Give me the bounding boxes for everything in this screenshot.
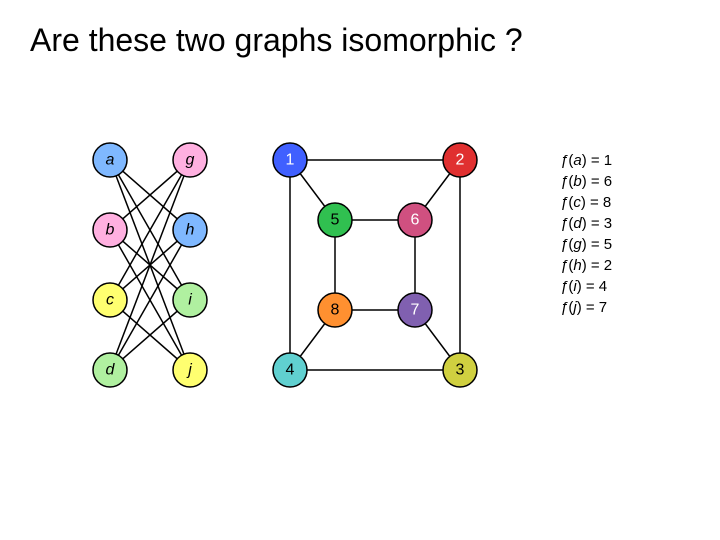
node-label-8: 8 <box>331 302 340 319</box>
mapping-row: ƒ(j) = 7 <box>560 297 612 318</box>
node-label-7: 7 <box>411 302 420 319</box>
node-label-1: 1 <box>286 152 295 169</box>
mapping-row: ƒ(i) = 4 <box>560 276 612 297</box>
node-label-4: 4 <box>286 362 295 379</box>
node-label-b: b <box>106 222 115 239</box>
mapping-list: ƒ(a) = 1ƒ(b) = 6ƒ(c) = 8ƒ(d) = 3ƒ(g) = 5… <box>560 150 612 318</box>
mapping-row: ƒ(c) = 8 <box>560 192 612 213</box>
mapping-row: ƒ(d) = 3 <box>560 213 612 234</box>
mapping-row: ƒ(h) = 2 <box>560 255 612 276</box>
node-label-h: h <box>186 222 195 239</box>
node-label-3: 3 <box>456 362 465 379</box>
mapping-row: ƒ(a) = 1 <box>560 150 612 171</box>
graph2-nodes: 1 2 5 6 8 7 4 3 <box>273 143 477 387</box>
node-label-c: c <box>106 292 114 309</box>
node-label-2: 2 <box>456 152 465 169</box>
node-label-5: 5 <box>331 212 340 229</box>
node-label-d: d <box>106 362 116 379</box>
node-label-g: g <box>186 152 195 169</box>
graph2-edges <box>290 160 460 370</box>
node-label-6: 6 <box>411 212 420 229</box>
node-label-a: a <box>106 152 115 169</box>
node-label-i: i <box>188 292 192 309</box>
mapping-row: ƒ(g) = 5 <box>560 234 612 255</box>
graph1-edges <box>110 160 190 370</box>
mapping-row: ƒ(b) = 6 <box>560 171 612 192</box>
